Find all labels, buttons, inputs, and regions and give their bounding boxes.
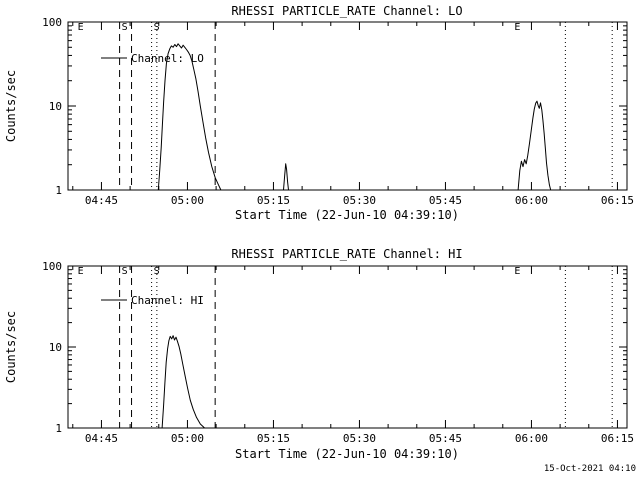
x-tick-label: 04:45 — [85, 194, 118, 207]
series-line — [517, 100, 552, 191]
event-flag: S — [122, 22, 128, 33]
x-tick-label: 05:00 — [171, 194, 204, 207]
x-tick-label: 06:15 — [601, 432, 634, 445]
panel-hi: RHESSI PARTICLE_RATE Channel: HI Counts/… — [4, 247, 634, 461]
y-tick-label: 10 — [49, 341, 62, 354]
hi-x-axis-label: Start Time (22-Jun-10 04:39:10) — [235, 447, 459, 461]
x-tick-label: 06:00 — [515, 194, 548, 207]
x-tick-label: 05:30 — [343, 194, 376, 207]
hi-plot-area: 04:45 05:00 05:15 05:30 05:45 06:00 06:15 1 10 10… — [42, 260, 634, 445]
lo-x-axis-label: Start Time (22-Jun-10 04:39:10) — [235, 208, 459, 222]
y-tick-label: 1 — [55, 184, 62, 197]
series-line — [161, 335, 205, 429]
x-tick-label: 05:45 — [429, 432, 462, 445]
event-flag: E — [78, 266, 84, 277]
series-line — [157, 43, 222, 191]
hi-legend-label: Channel: HI — [131, 294, 204, 307]
event-flag: S — [122, 266, 128, 277]
creation-timestamp: 15-Oct-2021 04:10 — [544, 464, 636, 474]
y-tick-label: 1 — [55, 422, 62, 435]
y-tick-label: 100 — [42, 260, 62, 273]
hi-title: RHESSI PARTICLE_RATE Channel: HI — [231, 247, 462, 261]
event-flag: E — [514, 22, 520, 33]
hi-y-axis-label: Counts/sec — [4, 311, 18, 383]
series-line — [283, 163, 289, 191]
event-flag: S — [154, 22, 160, 33]
x-tick-label: 04:45 — [85, 432, 118, 445]
y-tick-label: 10 — [49, 100, 62, 113]
lo-title: RHESSI PARTICLE_RATE Channel: LO — [231, 4, 462, 18]
lo-y-axis-label: Counts/sec — [4, 70, 18, 142]
x-tick-label: 05:15 — [257, 194, 290, 207]
panel-lo: RHESSI PARTICLE_RATE Channel: LO Counts/… — [4, 4, 634, 222]
y-tick-label: 100 — [42, 16, 62, 29]
x-tick-label: 05:30 — [343, 432, 376, 445]
x-tick-label: 06:00 — [515, 432, 548, 445]
event-flag: E — [514, 266, 520, 277]
x-tick-label: 06:15 — [601, 194, 634, 207]
x-tick-label: 05:15 — [257, 432, 290, 445]
event-flag: S — [154, 266, 160, 277]
x-tick-label: 05:00 — [171, 432, 204, 445]
event-flag: E — [78, 22, 84, 33]
lo-plot-area: 04:45 05:00 05:15 05:30 05:45 06:00 06:15 1 10 10… — [42, 16, 634, 207]
x-tick-label: 05:45 — [429, 194, 462, 207]
